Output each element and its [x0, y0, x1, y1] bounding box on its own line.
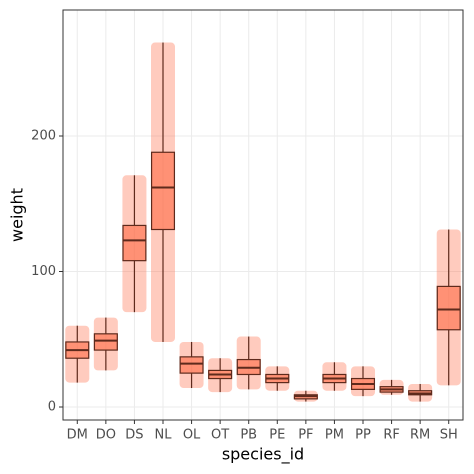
x-tick-label: PF: [298, 428, 313, 443]
point-core: [93, 333, 118, 351]
x-tick-label: DM: [67, 428, 88, 443]
box: [122, 224, 147, 262]
y-axis-title: weight: [8, 188, 27, 242]
x-tick-label: RF: [383, 428, 400, 443]
plot-layer: [63, 10, 463, 420]
x-tick-label: PB: [240, 428, 257, 443]
x-tick-label: PP: [355, 428, 371, 443]
x-tick-label: DO: [96, 428, 116, 443]
panel: [63, 10, 463, 420]
point-core: [436, 286, 461, 330]
point-core: [122, 225, 147, 261]
box: [179, 356, 204, 374]
y-tick-label: 200: [31, 129, 56, 144]
y-tick-label: 0: [48, 399, 56, 414]
point-core: [179, 356, 204, 374]
box: [150, 151, 176, 231]
x-tick-label: RM: [410, 428, 430, 443]
y-tick-label: 100: [31, 264, 56, 279]
point-core: [151, 152, 175, 230]
x-tick-label: DS: [125, 428, 143, 443]
x-tick-label: OL: [183, 428, 201, 443]
x-tick-label: SH: [440, 428, 458, 443]
x-tick-label: NL: [155, 428, 173, 443]
x-tick-label: PM: [325, 428, 344, 443]
panel-border: [62, 9, 464, 421]
box: [93, 333, 118, 351]
box: [436, 285, 461, 331]
x-axis-title: species_id: [222, 445, 304, 465]
x-tick-label: PE: [269, 428, 285, 443]
x-tick-label: OT: [211, 428, 229, 443]
